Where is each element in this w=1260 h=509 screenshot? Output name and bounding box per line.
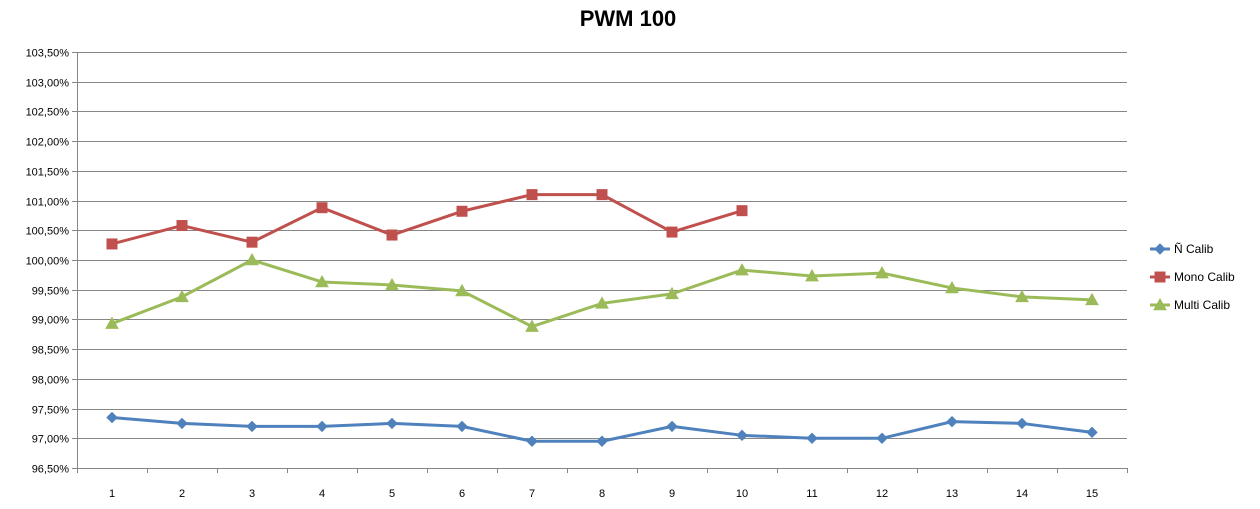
y-tick-label: 98,50%: [32, 345, 70, 357]
x-tick-label: 6: [459, 488, 465, 500]
gridlines: [77, 52, 1127, 469]
series-0: [106, 411, 1098, 447]
legend-marker: [1154, 271, 1166, 283]
x-tick-label: 13: [946, 488, 958, 500]
data-point: [386, 417, 398, 430]
legend: Ñ Calib Mono Calib Multi Calib: [1150, 242, 1235, 312]
data-point: [666, 420, 678, 433]
data-point: [316, 202, 328, 214]
y-tick-label: 101,50%: [26, 167, 70, 179]
data-point: [806, 432, 818, 444]
data-point: [106, 411, 118, 424]
data-point: [596, 189, 608, 201]
data-point: [246, 236, 258, 248]
y-tick-label: 103,50%: [26, 48, 70, 60]
y-tick-label: 99,00%: [32, 315, 70, 327]
y-tick-label: 99,50%: [32, 286, 70, 298]
data-point: [875, 266, 889, 279]
y-tick-label: 101,00%: [26, 197, 70, 209]
data-point: [176, 417, 188, 430]
series-line: [111, 193, 743, 246]
series-2: [105, 252, 1099, 332]
y-tick-label: 100,00%: [26, 256, 70, 268]
legend-marker: [1154, 243, 1166, 255]
axes: [72, 52, 1128, 473]
data-point: [736, 205, 748, 217]
legend-label: Mono Calib: [1174, 270, 1235, 284]
data-point: [946, 415, 958, 428]
x-tick-label: 5: [389, 488, 395, 500]
x-tick-label: 14: [1016, 488, 1028, 500]
y-tick-label: 103,00%: [26, 78, 70, 90]
data-point: [1086, 426, 1098, 439]
y-tick-label: 97,00%: [32, 434, 70, 446]
y-tick-label: 98,00%: [32, 375, 70, 387]
legend-label: Ñ Calib: [1174, 242, 1214, 256]
data-point: [176, 220, 188, 232]
data-point: [1085, 292, 1099, 306]
x-tick-label: 4: [319, 488, 325, 500]
x-tick-label: 8: [599, 488, 605, 500]
legend-item: Ñ Calib: [1150, 242, 1214, 256]
data-point: [316, 420, 328, 433]
data-point: [945, 280, 959, 294]
x-tick-label: 10: [736, 488, 748, 500]
data-point: [175, 289, 189, 303]
x-tick-label: 1: [109, 488, 115, 500]
x-tick-label: 2: [179, 488, 185, 500]
x-tick-label: 11: [806, 488, 817, 500]
data-point: [526, 435, 538, 447]
x-tick-label: 3: [249, 488, 255, 500]
data-point: [245, 252, 259, 266]
x-tick-label: 15: [1086, 488, 1098, 500]
legend-marker: [1153, 297, 1167, 311]
data-point: [736, 429, 748, 442]
y-tick-label: 97,50%: [32, 405, 70, 417]
data-point: [805, 269, 819, 282]
data-point: [876, 432, 888, 444]
legend-item: Mono Calib: [1150, 270, 1235, 284]
series-line: [111, 258, 1093, 329]
data-point: [455, 283, 469, 297]
data-point: [315, 274, 329, 288]
data-point: [666, 226, 678, 238]
data-point: [1016, 417, 1028, 430]
data-point: [105, 316, 119, 329]
data-point: [246, 420, 258, 433]
data-point: [526, 189, 538, 201]
x-tick-label: 12: [876, 488, 888, 500]
y-tick-label: 102,00%: [26, 137, 70, 149]
y-tick-label: 102,50%: [26, 107, 70, 119]
data-point: [596, 435, 608, 447]
data-point: [386, 229, 398, 241]
data-point: [1015, 289, 1029, 303]
y-tick-label: 96,50%: [32, 464, 70, 476]
x-tick-label: 7: [529, 488, 535, 500]
data-point: [595, 296, 609, 309]
data-point: [385, 277, 399, 291]
y-tick-label: 100,50%: [26, 226, 70, 238]
tick-labels: 96,50% 97,00% 97,50% 98,00% 98,50% 99,00% 99,5…: [26, 48, 1099, 501]
data-point: [735, 263, 749, 276]
legend-item: Multi Calib: [1150, 297, 1230, 312]
series-layer: [105, 189, 1099, 447]
data-point: [456, 420, 468, 433]
series-1: [106, 189, 748, 250]
chart-title: PWM 100: [580, 6, 677, 31]
data-point: [665, 286, 679, 300]
x-tick-label: 9: [669, 488, 675, 500]
data-point: [106, 238, 118, 250]
legend-label: Multi Calib: [1174, 298, 1230, 312]
data-point: [456, 205, 468, 217]
data-point: [525, 319, 539, 332]
